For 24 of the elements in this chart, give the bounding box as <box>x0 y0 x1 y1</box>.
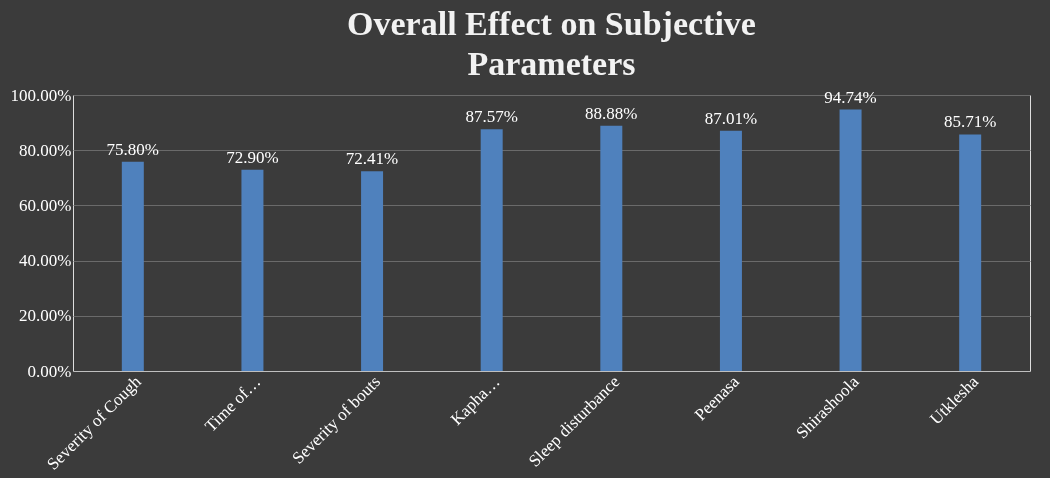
bar <box>241 169 264 371</box>
chart-title: Overall Effect on Subjective Parameters <box>347 5 756 82</box>
data-label: 75.80% <box>106 139 160 159</box>
bar <box>480 129 503 371</box>
y-tick-label: 60.00% <box>19 195 72 215</box>
y-tick-label: 0.00% <box>27 361 72 381</box>
data-label: 87.01% <box>704 108 758 128</box>
y-tick-label: 80.00% <box>19 140 72 160</box>
bar <box>600 125 623 371</box>
data-label: 72.90% <box>226 147 279 167</box>
x-tick-label: Time of… <box>201 372 265 436</box>
y-tick-label: 40.00% <box>19 251 72 271</box>
y-tick-label: 20.00% <box>19 306 72 326</box>
bar <box>839 109 862 371</box>
bar <box>959 134 982 371</box>
data-label: 85.71% <box>943 112 997 132</box>
data-label: 87.57% <box>465 107 518 127</box>
data-label: 72.41% <box>345 149 399 169</box>
bar <box>361 171 384 371</box>
bar <box>121 161 144 371</box>
data-label: 88.88% <box>585 103 638 123</box>
data-label: 94.74% <box>824 87 877 107</box>
bar <box>719 130 742 371</box>
y-tick-label: 100.00% <box>10 85 72 105</box>
